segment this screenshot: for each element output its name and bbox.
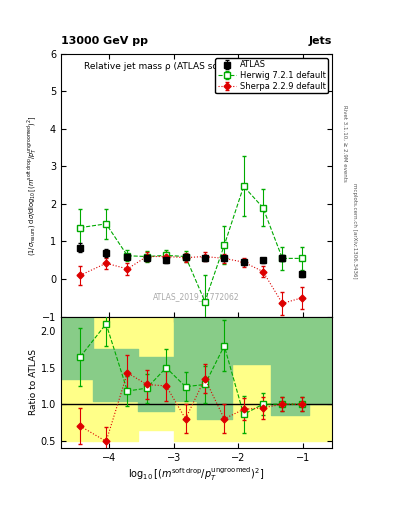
Text: Jets: Jets [309,36,332,46]
Text: ATLAS_2019_I1772062: ATLAS_2019_I1772062 [153,292,240,301]
Text: 13000 GeV pp: 13000 GeV pp [61,36,148,46]
Legend: ATLAS, Herwig 7.2.1 default, Sherpa 2.2.9 default: ATLAS, Herwig 7.2.1 default, Sherpa 2.2.… [215,58,328,93]
Text: Relative jet mass ρ (ATLAS soft-drop observables): Relative jet mass ρ (ATLAS soft-drop obs… [84,61,309,71]
Text: mcplots.cern.ch [arXiv:1306.3436]: mcplots.cern.ch [arXiv:1306.3436] [352,183,357,278]
X-axis label: $\log_{10}[(m^{\mathrm{soft\,drop}}/p_T^{\mathrm{ungroomed}})^2]$: $\log_{10}[(m^{\mathrm{soft\,drop}}/p_T^… [129,465,264,483]
Text: Rivet 3.1.10, ≥ 2.9M events: Rivet 3.1.10, ≥ 2.9M events [342,105,347,182]
Y-axis label: $(1/\sigma_{\mathrm{resum}})\ \mathrm{d}\sigma/\mathrm{d}\log_{10}[(m^{\mathrm{s: $(1/\sigma_{\mathrm{resum}})\ \mathrm{d}… [26,115,39,255]
Y-axis label: Ratio to ATLAS: Ratio to ATLAS [29,349,38,415]
